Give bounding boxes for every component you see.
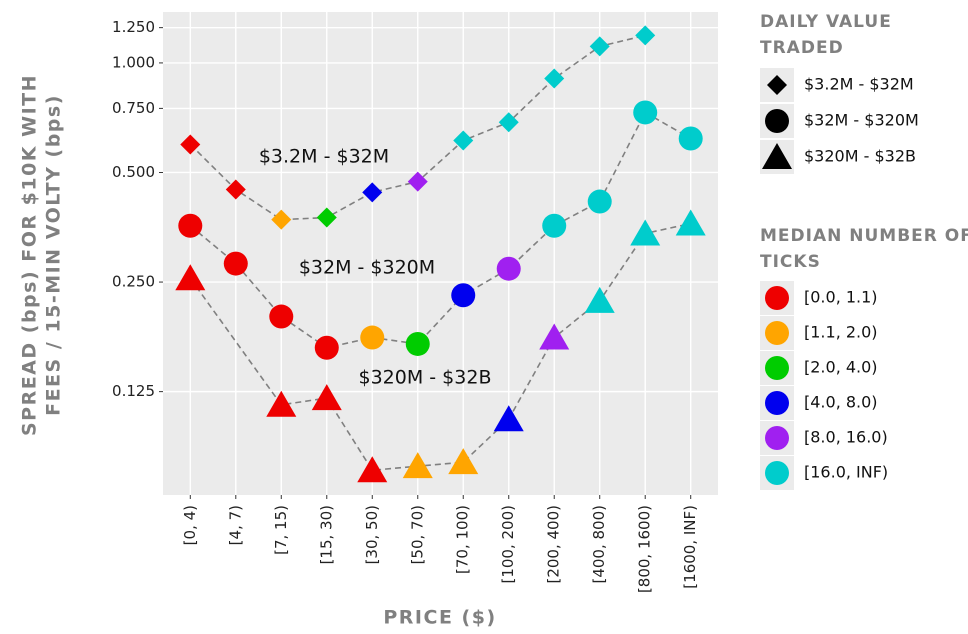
y-tick-label: 0.125 xyxy=(112,382,155,400)
x-tick-label: [100, 200) xyxy=(499,505,517,584)
x-axis-title: PRICE ($) xyxy=(383,607,496,629)
point-triangle xyxy=(448,448,479,475)
y-tick-label: 0.250 xyxy=(112,273,155,291)
point-circle xyxy=(765,109,789,133)
x-tick-label: [15, 30) xyxy=(317,505,335,564)
legend-title: DAILY VALUE TRADED xyxy=(760,12,892,58)
point-triangle xyxy=(630,219,661,246)
point-triangle xyxy=(584,286,615,313)
point-triangle xyxy=(493,405,524,432)
annotation: $320M - $32B xyxy=(359,367,492,389)
point-circle xyxy=(360,325,385,350)
legend-swatch xyxy=(765,426,789,450)
point-diamond xyxy=(316,207,337,228)
point-diamond xyxy=(453,130,474,151)
series-line xyxy=(189,222,691,472)
legend-swatch xyxy=(765,286,789,310)
annotation: $32M - $320M xyxy=(299,257,435,279)
y-axis-title: SPREAD (bps) FOR $10K WITH xyxy=(19,74,41,436)
x-tick-label: [800, 1600) xyxy=(636,505,654,593)
legend-label: [1.1, 2.0) xyxy=(804,323,878,342)
x-tick-label: [200, 400) xyxy=(545,505,563,584)
x-tick-label: [400, 800) xyxy=(590,505,608,584)
point-circle xyxy=(633,100,658,125)
legend-swatch xyxy=(765,321,789,345)
legend-label: [2.0, 4.0) xyxy=(804,358,878,377)
x-tick-label: [50, 70) xyxy=(408,505,426,564)
x-tick-label: [0, 4) xyxy=(181,505,199,545)
point-circle xyxy=(678,126,703,151)
point-circle xyxy=(496,256,521,281)
y-tick-label: 1.000 xyxy=(112,53,155,71)
point-diamond xyxy=(362,182,383,203)
y-tick-label: 0.750 xyxy=(112,99,155,117)
legend-label: $32M - $320M xyxy=(804,111,919,130)
point-triangle xyxy=(762,143,792,169)
y-tick-label: 1.250 xyxy=(112,18,155,36)
y-tick-label: 0.500 xyxy=(112,163,155,181)
point-diamond xyxy=(635,25,656,46)
point-circle xyxy=(542,213,567,238)
legend-label: [8.0, 16.0) xyxy=(804,428,888,447)
point-triangle xyxy=(402,452,433,479)
point-triangle xyxy=(675,209,706,236)
legend-label: [4.0, 8.0) xyxy=(804,393,878,412)
point-diamond xyxy=(180,134,201,155)
panel xyxy=(163,12,718,495)
point-circle xyxy=(269,304,294,329)
point-diamond xyxy=(271,209,292,230)
point-circle xyxy=(223,251,248,276)
point-triangle xyxy=(266,390,297,417)
point-diamond xyxy=(498,112,519,133)
point-diamond xyxy=(767,75,787,95)
legend-title: MEDIAN NUMBER OF TICKS xyxy=(760,226,968,272)
point-triangle xyxy=(175,264,206,291)
point-triangle xyxy=(357,456,388,483)
legend-label: [0.0, 1.1) xyxy=(804,288,878,307)
x-tick-label: [4, 7) xyxy=(226,505,244,545)
legend-label: $320M - $32B xyxy=(804,147,916,166)
legend-swatch xyxy=(765,391,789,415)
point-circle xyxy=(587,189,612,214)
x-tick-label: [70, 100) xyxy=(454,505,472,574)
legend-swatch xyxy=(765,356,789,380)
annotation: $3.2M - $32M xyxy=(259,146,389,168)
point-triangle xyxy=(539,323,570,350)
legend-label: [16.0, INF) xyxy=(804,463,888,482)
point-circle xyxy=(178,213,203,238)
point-circle xyxy=(405,331,430,356)
series-line xyxy=(189,111,692,349)
point-diamond xyxy=(225,179,246,200)
legend-label: $3.2M - $32M xyxy=(804,75,914,94)
legend-swatch xyxy=(765,461,789,485)
point-diamond xyxy=(544,68,565,89)
point-diamond xyxy=(589,36,610,57)
y-axis-title: FEES / 15-MIN VOLTY (bps) xyxy=(43,94,65,416)
x-tick-label: [7, 15) xyxy=(272,505,290,555)
x-tick-label: [30, 50) xyxy=(363,505,381,564)
point-triangle xyxy=(311,384,342,411)
point-circle xyxy=(314,335,339,360)
point-circle xyxy=(451,283,476,308)
x-tick-label: [1600, INF) xyxy=(681,505,699,589)
point-diamond xyxy=(407,171,428,192)
